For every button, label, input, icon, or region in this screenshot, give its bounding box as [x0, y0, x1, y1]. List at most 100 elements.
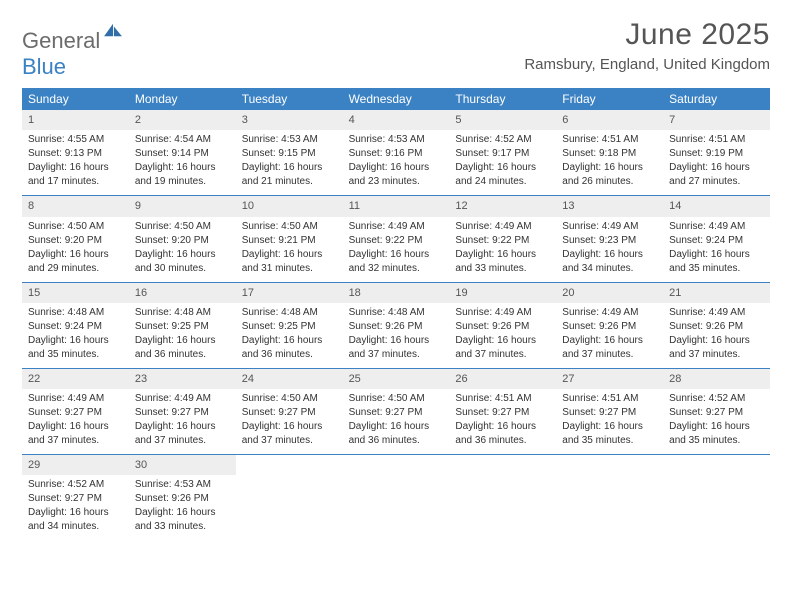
- logo: General Blue: [22, 18, 124, 80]
- daylight-line: Daylight: 16 hours: [349, 420, 444, 433]
- daylight-line: Daylight: 16 hours: [135, 506, 230, 519]
- daylight-line: and 37 minutes.: [562, 348, 657, 361]
- day-cell: 8 Sunrise: 4:50 AMSunset: 9:20 PMDaylight…: [22, 196, 129, 281]
- daylight-line: and 35 minutes.: [562, 434, 657, 447]
- daylight-line: Daylight: 16 hours: [135, 248, 230, 261]
- daylight-line: Daylight: 16 hours: [562, 161, 657, 174]
- sunrise-line: Sunrise: 4:50 AM: [242, 220, 337, 233]
- sunset-line: Sunset: 9:19 PM: [669, 147, 764, 160]
- dow-cell: Tuesday: [236, 88, 343, 110]
- sunset-line: Sunset: 9:20 PM: [135, 234, 230, 247]
- sunrise-line: Sunrise: 4:50 AM: [28, 220, 123, 233]
- day-body: Sunrise: 4:54 AMSunset: 9:14 PMDaylight:…: [129, 133, 236, 188]
- sunset-line: Sunset: 9:26 PM: [349, 320, 444, 333]
- month-title: June 2025: [524, 18, 770, 52]
- day-body: Sunrise: 4:53 AMSunset: 9:16 PMDaylight:…: [343, 133, 450, 188]
- logo-text: General Blue: [22, 22, 124, 80]
- day-number: 18: [343, 283, 450, 303]
- day-cell: 12Sunrise: 4:49 AMSunset: 9:22 PMDayligh…: [449, 196, 556, 281]
- day-body: Sunrise: 4:49 AMSunset: 9:22 PMDaylight:…: [449, 220, 556, 275]
- day-number: 8: [22, 196, 129, 216]
- daylight-line: and 34 minutes.: [28, 520, 123, 533]
- sunrise-line: Sunrise: 4:53 AM: [349, 133, 444, 146]
- sunset-line: Sunset: 9:23 PM: [562, 234, 657, 247]
- daylight-line: Daylight: 16 hours: [562, 248, 657, 261]
- day-cell: 25 Sunrise: 4:50 AMSunset: 9:27 PMDayligh…: [343, 369, 450, 454]
- sunset-line: Sunset: 9:27 PM: [28, 492, 123, 505]
- calendar-grid: SundayMondayTuesdayWednesdayThursdayFrid…: [22, 88, 770, 540]
- daylight-line: Daylight: 16 hours: [562, 334, 657, 347]
- sunrise-line: Sunrise: 4:49 AM: [349, 220, 444, 233]
- day-cell: 24Sunrise: 4:50 AMSunset: 9:27 PMDayligh…: [236, 369, 343, 454]
- day-cell: 18Sunrise: 4:48 AMSunset: 9:26 PMDayligh…: [343, 283, 450, 368]
- daylight-line: and 36 minutes.: [455, 434, 550, 447]
- day-body: Sunrise: 4:48 AMSunset: 9:24 PMDaylight:…: [22, 306, 129, 361]
- sunrise-line: Sunrise: 4:51 AM: [669, 133, 764, 146]
- daylight-line: and 32 minutes.: [349, 262, 444, 275]
- daylight-line: Daylight: 16 hours: [28, 161, 123, 174]
- day-number: 19: [449, 283, 556, 303]
- sunset-line: Sunset: 9:27 PM: [562, 406, 657, 419]
- sunset-line: Sunset: 9:27 PM: [242, 406, 337, 419]
- day-number: 29: [22, 455, 129, 475]
- day-body: Sunrise: 4:49 AMSunset: 9:24 PMDaylight:…: [663, 220, 770, 275]
- day-cell: 17Sunrise: 4:48 AMSunset: 9:25 PMDayligh…: [236, 283, 343, 368]
- daylight-line: Daylight: 16 hours: [28, 420, 123, 433]
- calendar-page: General Blue June 2025 Ramsbury, England…: [0, 0, 792, 540]
- day-cell: 26Sunrise: 4:51 AMSunset: 9:27 PMDayligh…: [449, 369, 556, 454]
- day-number: 23: [129, 369, 236, 389]
- daylight-line: and 26 minutes.: [562, 175, 657, 188]
- day-body: Sunrise: 4:51 AMSunset: 9:19 PMDaylight:…: [663, 133, 770, 188]
- day-number: 6: [556, 110, 663, 130]
- daylight-line: and 33 minutes.: [455, 262, 550, 275]
- daylight-line: Daylight: 16 hours: [562, 420, 657, 433]
- day-cell: 23 Sunrise: 4:49 AMSunset: 9:27 PMDayligh…: [129, 369, 236, 454]
- day-number: 3: [236, 110, 343, 130]
- sunrise-line: Sunrise: 4:49 AM: [455, 306, 550, 319]
- day-cell: [663, 455, 770, 540]
- daylight-line: and 35 minutes.: [669, 434, 764, 447]
- day-body: Sunrise: 4:50 AMSunset: 9:20 PMDaylight:…: [22, 220, 129, 275]
- day-number: 1: [22, 110, 129, 130]
- location-label: Ramsbury, England, United Kingdom: [524, 56, 770, 73]
- daylight-line: and 23 minutes.: [349, 175, 444, 188]
- dow-cell: Wednesday: [343, 88, 450, 110]
- day-cell: 30Sunrise: 4:53 AMSunset: 9:26 PMDayligh…: [129, 455, 236, 540]
- sunrise-line: Sunrise: 4:48 AM: [242, 306, 337, 319]
- day-cell: 22Sunrise: 4:49 AMSunset: 9:27 PMDayligh…: [22, 369, 129, 454]
- sunrise-line: Sunrise: 4:52 AM: [669, 392, 764, 405]
- day-number: 5: [449, 110, 556, 130]
- daylight-line: Daylight: 16 hours: [455, 420, 550, 433]
- sunset-line: Sunset: 9:14 PM: [135, 147, 230, 160]
- day-body: Sunrise: 4:51 AMSunset: 9:18 PMDaylight:…: [556, 133, 663, 188]
- sunrise-line: Sunrise: 4:50 AM: [349, 392, 444, 405]
- sunrise-line: Sunrise: 4:50 AM: [135, 220, 230, 233]
- day-cell: 19Sunrise: 4:49 AMSunset: 9:26 PMDayligh…: [449, 283, 556, 368]
- daylight-line: and 30 minutes.: [135, 262, 230, 275]
- day-body: Sunrise: 4:49 AMSunset: 9:27 PMDaylight:…: [129, 392, 236, 447]
- day-cell: 11 Sunrise: 4:49 AMSunset: 9:22 PMDayligh…: [343, 196, 450, 281]
- day-body: Sunrise: 4:50 AMSunset: 9:27 PMDaylight:…: [236, 392, 343, 447]
- day-number: 22: [22, 369, 129, 389]
- daylight-line: and 19 minutes.: [135, 175, 230, 188]
- week-row: 29Sunrise: 4:52 AMSunset: 9:27 PMDayligh…: [22, 455, 770, 540]
- day-number: 26: [449, 369, 556, 389]
- day-cell: [449, 455, 556, 540]
- day-number: 7: [663, 110, 770, 130]
- day-body: Sunrise: 4:49 AMSunset: 9:22 PMDaylight:…: [343, 220, 450, 275]
- daylight-line: and 17 minutes.: [28, 175, 123, 188]
- day-body: Sunrise: 4:49 AMSunset: 9:23 PMDaylight:…: [556, 220, 663, 275]
- daylight-line: and 37 minutes.: [455, 348, 550, 361]
- sunset-line: Sunset: 9:24 PM: [28, 320, 123, 333]
- dow-cell: Sunday: [22, 88, 129, 110]
- day-number: 25: [343, 369, 450, 389]
- sunrise-line: Sunrise: 4:49 AM: [135, 392, 230, 405]
- day-number: 2: [129, 110, 236, 130]
- day-cell: 13Sunrise: 4:49 AMSunset: 9:23 PMDayligh…: [556, 196, 663, 281]
- day-cell: 16Sunrise: 4:48 AMSunset: 9:25 PMDayligh…: [129, 283, 236, 368]
- daylight-line: and 27 minutes.: [669, 175, 764, 188]
- sunset-line: Sunset: 9:18 PM: [562, 147, 657, 160]
- sunset-line: Sunset: 9:27 PM: [349, 406, 444, 419]
- day-number: 11: [343, 196, 450, 216]
- daylight-line: and 24 minutes.: [455, 175, 550, 188]
